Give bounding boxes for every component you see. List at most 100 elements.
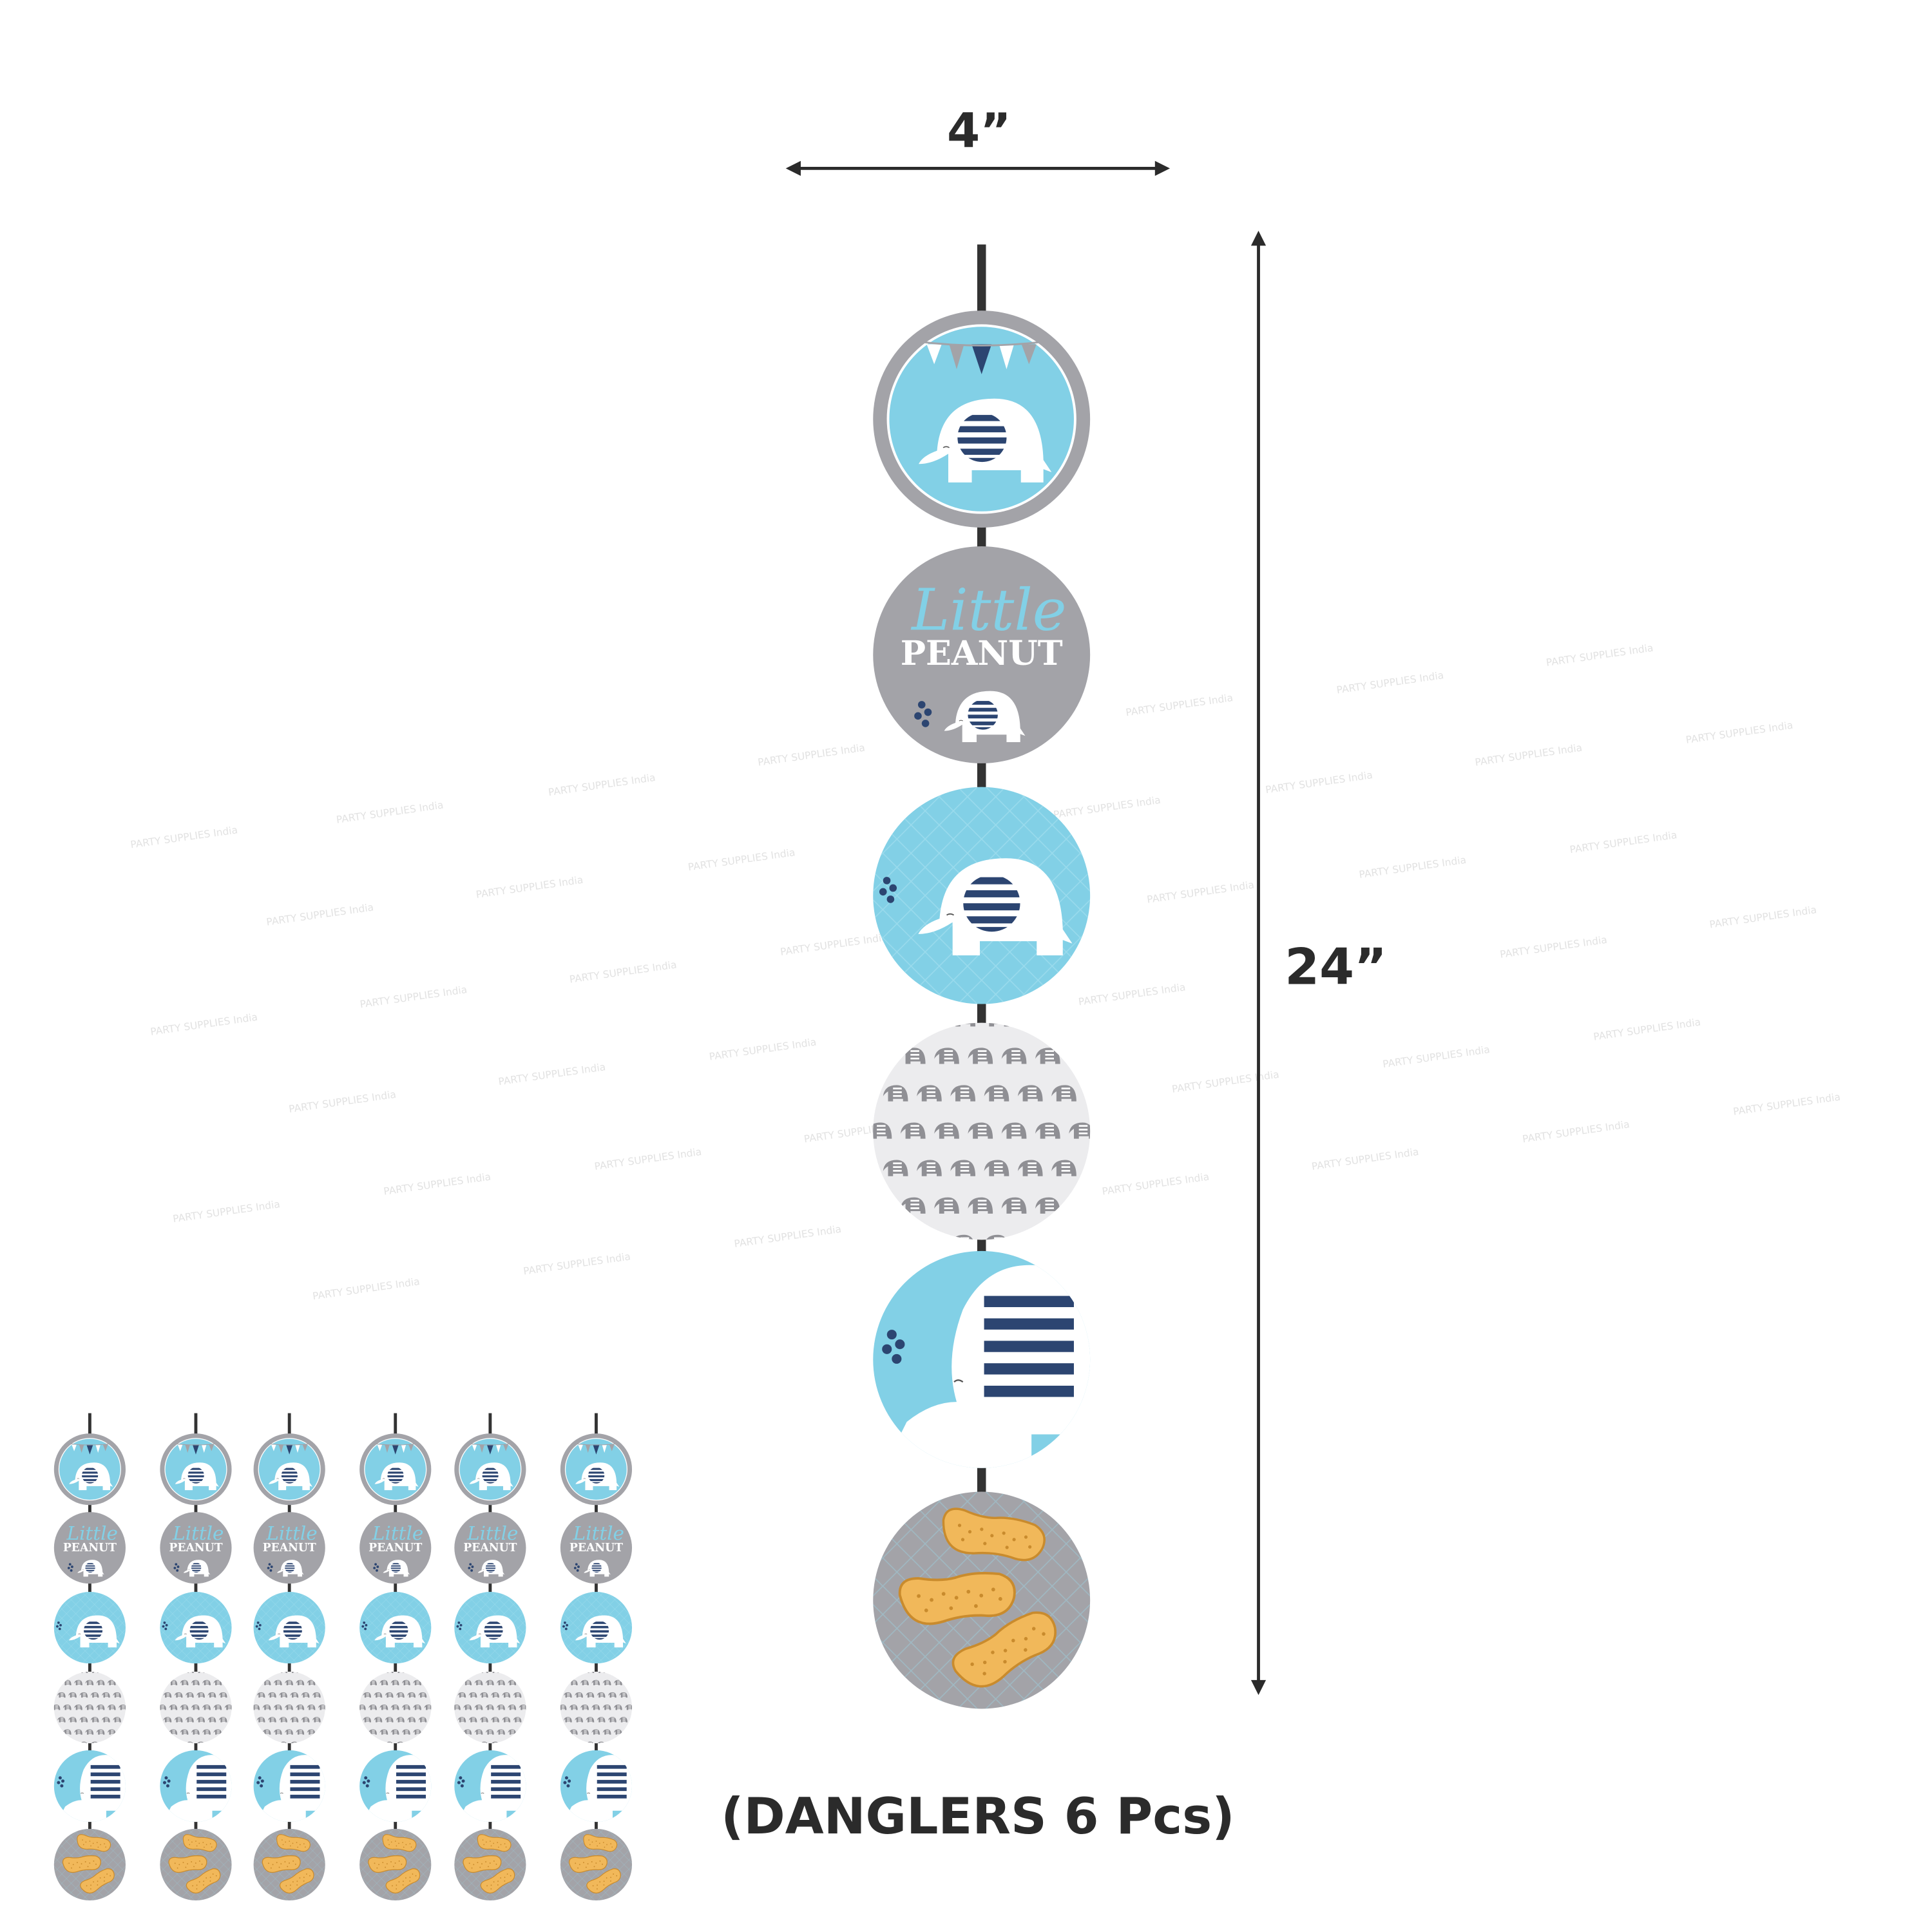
preview-piece-large-elephant — [560, 1750, 635, 1823]
preview-piece-peanuts — [454, 1829, 526, 1900]
watermark-text: PARTY SUPPLIES India — [569, 959, 678, 985]
watermark-text: PARTY SUPPLIES India — [1171, 1069, 1280, 1095]
height-dimension: 24” — [1250, 231, 1387, 1696]
watermark-text: PARTY SUPPLIES India — [1569, 829, 1678, 856]
preview-piece-large-elephant — [359, 1750, 434, 1823]
preview-piece-blue-elephant — [160, 1592, 231, 1663]
preview-strand — [251, 1413, 332, 1900]
preview-piece-little-peanut — [160, 1512, 231, 1583]
dangler-piece-large-elephant — [873, 1251, 1097, 1472]
dangler-piece-little-peanut: Little PEANUT — [873, 546, 1091, 763]
watermark-text: PARTY SUPPLIES India — [1265, 769, 1373, 796]
arrow-down-icon — [1250, 1679, 1267, 1696]
watermark-text: PARTY SUPPLIES India — [1125, 692, 1234, 718]
dangler-piece-blue-elephant — [873, 787, 1090, 1004]
preview-piece-little-peanut — [254, 1512, 325, 1583]
preview-piece-blue-elephant — [254, 1592, 325, 1663]
watermark-text: PARTY SUPPLIES India — [594, 1146, 703, 1172]
width-dimension: 4” — [785, 104, 1171, 176]
watermark-text: PARTY SUPPLIES India — [1146, 879, 1255, 906]
preview-piece-blue-elephant — [454, 1592, 526, 1663]
preview-strand — [559, 1413, 639, 1900]
arrow-up-icon — [1250, 231, 1267, 246]
preview-piece-peanuts — [254, 1829, 325, 1900]
peanut-text: PEANUT — [901, 634, 1063, 673]
watermark-text: PARTY SUPPLIES India — [687, 846, 796, 873]
preview-piece-little-peanut — [54, 1512, 126, 1583]
preview-piece-elephant-pattern — [358, 1668, 438, 1747]
watermark-text: PARTY SUPPLIES India — [1522, 1118, 1631, 1145]
watermark-text: PARTY SUPPLIES India — [359, 984, 468, 1010]
preview-piece-peanuts — [160, 1829, 231, 1900]
watermark-text: PARTY SUPPLIES India — [1592, 1016, 1701, 1042]
preview-piece-large-elephant — [254, 1750, 328, 1823]
preview-strand — [452, 1413, 533, 1900]
watermark-text: PARTY SUPPLIES India — [1358, 854, 1467, 881]
watermark-text: PARTY SUPPLIES India — [149, 1011, 258, 1038]
dangler-piece-peanuts — [873, 1492, 1090, 1709]
watermark-text: PARTY SUPPLIES India — [1732, 1091, 1841, 1118]
watermark-text: PARTY SUPPLIES India — [757, 742, 866, 769]
watermark-text: PARTY SUPPLIES India — [1685, 720, 1794, 746]
preview-piece-peanuts — [359, 1829, 431, 1900]
set-preview — [52, 1413, 639, 1900]
watermark-text: PARTY SUPPLIES India — [129, 824, 238, 850]
watermark-text: PARTY SUPPLIES India — [1336, 669, 1445, 696]
watermark-text: PARTY SUPPLIES India — [312, 1276, 421, 1302]
preview-piece-peanuts — [54, 1829, 126, 1900]
preview-piece-elephant-pattern — [452, 1668, 533, 1747]
preview-piece-little-peanut — [454, 1512, 526, 1583]
preview-strand — [158, 1413, 238, 1900]
preview-piece-bunting-elephant — [54, 1433, 126, 1505]
preview-piece-bunting-elephant — [359, 1433, 431, 1505]
preview-piece-blue-elephant — [54, 1592, 126, 1663]
arrow-right-icon — [1154, 160, 1171, 176]
watermark-text: PARTY SUPPLIES India — [265, 901, 374, 928]
watermark-text: PARTY SUPPLIES India — [288, 1089, 397, 1115]
watermark-text: PARTY SUPPLIES India — [1382, 1044, 1491, 1070]
preview-piece-blue-elephant — [359, 1592, 431, 1663]
watermark-text: PARTY SUPPLIES India — [172, 1198, 281, 1225]
preview-piece-elephant-pattern — [52, 1668, 133, 1747]
watermark-text: PARTY SUPPLIES India — [383, 1171, 492, 1198]
preview-piece-elephant-pattern — [158, 1668, 238, 1747]
preview-strand — [358, 1413, 438, 1900]
watermark-text: PARTY SUPPLIES India — [1474, 742, 1583, 769]
watermark-text: PARTY SUPPLIES India — [336, 799, 445, 826]
caption: (DANGLERS 6 Pcs) — [721, 1788, 1235, 1846]
watermark-text: PARTY SUPPLIES India — [522, 1250, 631, 1277]
dangler-piece-bunting-elephant — [873, 311, 1090, 528]
watermark-text: PARTY SUPPLIES India — [497, 1061, 606, 1087]
watermark-text: PARTY SUPPLIES India — [1311, 1146, 1420, 1172]
preview-piece-little-peanut — [560, 1512, 632, 1583]
main-dangler: Little PEANUT — [867, 244, 1111, 1708]
dangler-piece-elephant-pattern — [867, 1010, 1111, 1251]
preview-piece-large-elephant — [454, 1750, 528, 1823]
watermark-text: PARTY SUPPLIES India — [548, 772, 656, 798]
watermark-text: PARTY SUPPLIES India — [1708, 904, 1817, 930]
preview-strand — [52, 1413, 133, 1900]
preview-piece-bunting-elephant — [560, 1433, 632, 1505]
width-label: 4” — [947, 104, 1011, 158]
watermark-text: PARTY SUPPLIES India — [1499, 934, 1608, 961]
little-text: Little — [910, 577, 1066, 644]
watermark-text: PARTY SUPPLIES India — [709, 1036, 818, 1062]
preview-piece-peanuts — [560, 1829, 632, 1900]
watermark-text: PARTY SUPPLIES India — [475, 874, 584, 901]
preview-piece-little-peanut — [359, 1512, 431, 1583]
preview-piece-elephant-pattern — [559, 1668, 639, 1747]
preview-piece-bunting-elephant — [454, 1433, 526, 1505]
watermark-text: PARTY SUPPLIES India — [733, 1223, 842, 1250]
watermark-text: PARTY SUPPLIES India — [779, 932, 888, 958]
height-label: 24” — [1285, 939, 1387, 997]
watermark-text: PARTY SUPPLIES India — [1545, 642, 1654, 669]
preview-piece-bunting-elephant — [160, 1433, 231, 1505]
preview-piece-blue-elephant — [560, 1592, 632, 1663]
watermark-text: PARTY SUPPLIES India — [1053, 794, 1162, 821]
arrow-left-icon — [785, 160, 801, 176]
watermark-text: PARTY SUPPLIES India — [1102, 1171, 1210, 1198]
preview-piece-bunting-elephant — [254, 1433, 325, 1505]
preview-piece-large-elephant — [54, 1750, 128, 1823]
preview-piece-elephant-pattern — [251, 1668, 332, 1747]
